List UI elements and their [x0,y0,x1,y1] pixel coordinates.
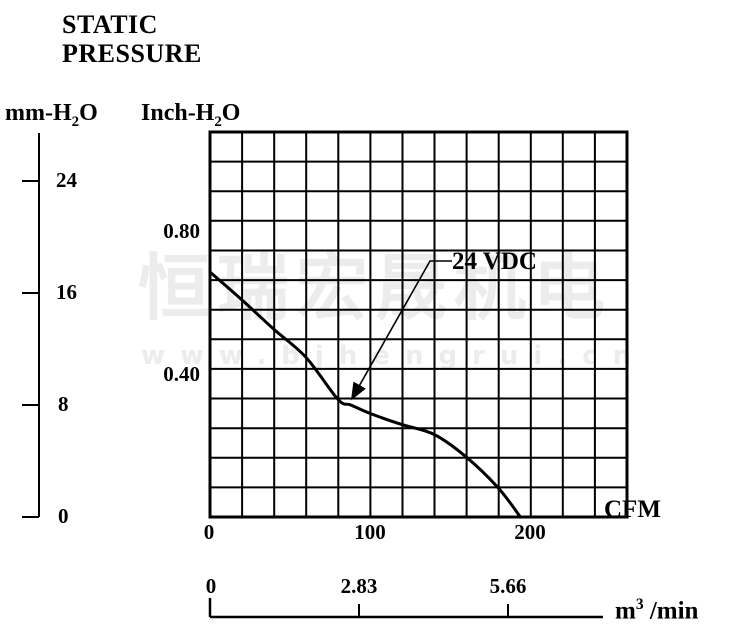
y-axis-mm-label-sub: 2 [71,113,80,130]
x-tick-200: 200 [514,520,546,544]
curve-label-24vdc: 24 VDC [452,248,537,275]
x-tick-0: 0 [203,520,215,544]
y-tick-8: 8 [58,392,69,416]
chart-title-line2: PRESSURE [62,39,202,68]
mm-axis [22,133,40,518]
m3min-unit-pre: m [615,597,636,625]
x2-axis-m3min-unit: m3 /min [615,596,698,625]
y-axis-inch-label-post: O [221,100,241,126]
fan-curve-24vdc [208,270,522,519]
y-axis-mm-label-post: O [79,100,98,126]
annotation-leader-line [351,260,452,401]
y-tick-16: 16 [56,280,77,304]
y-axis-inch-label-sub: 2 [214,113,222,130]
y2-tick-080: 0.80 [163,219,200,243]
x-tick-100: 100 [354,520,386,544]
grid [208,130,629,519]
m3min-unit-post: /min [643,597,699,625]
watermark-company-text: 恒瑞宏晟机电 [138,246,613,330]
chart-title: STATIC PRESSURE [62,10,202,68]
m3min-unit-sup: 3 [635,596,644,613]
x2-tick-566: 5.66 [489,574,527,598]
y2-tick-040: 0.40 [163,362,200,386]
m3min-axis [208,598,603,619]
watermark-url-text: www.bjhengrui.cn [141,341,647,371]
x2-tick-283: 2.83 [340,574,378,598]
x-axis-cfm-unit: CFM [604,496,661,523]
x2-tick-0: 0 [205,574,217,598]
y-tick-0: 0 [58,504,69,528]
y-axis-inch-label-pre: Inch-H [141,100,215,126]
y-axis-inch-label: Inch-H2O [141,100,240,131]
y-axis-mm-label: mm-H2O [5,100,98,131]
y-axis-mm-label-pre: mm-H [5,100,72,126]
chart-title-line1: STATIC [62,10,158,39]
y-tick-24: 24 [56,168,77,192]
